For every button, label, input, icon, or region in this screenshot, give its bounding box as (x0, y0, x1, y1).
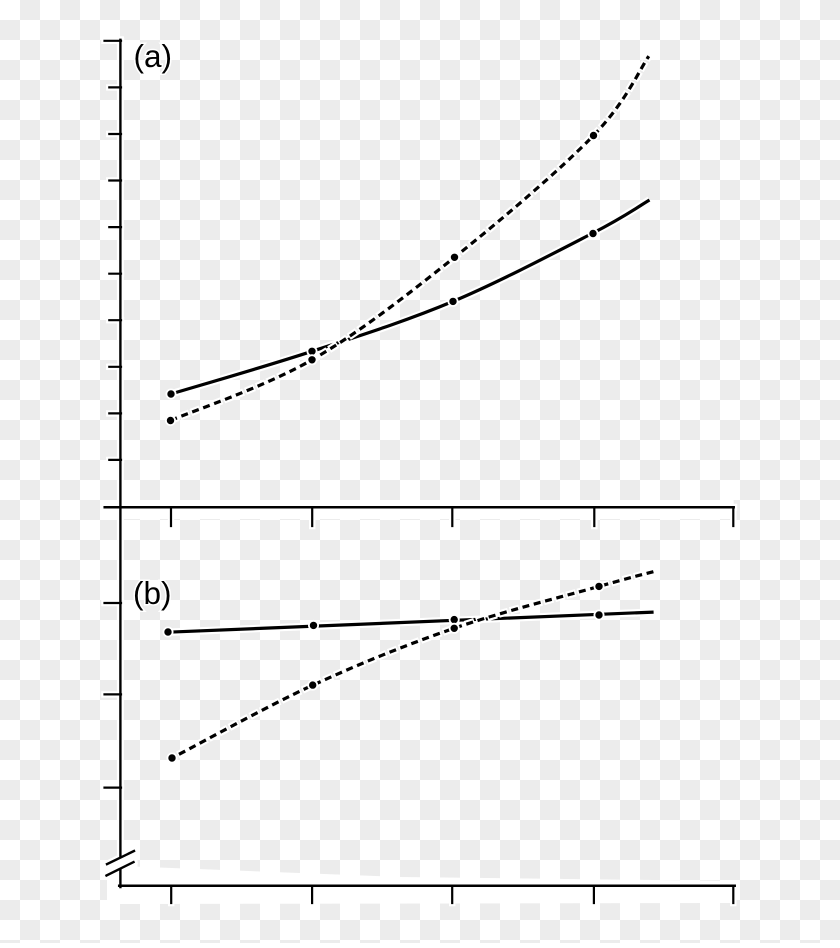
svg-text:(b): (b) (133, 575, 172, 611)
svg-text:(a): (a) (134, 38, 173, 74)
